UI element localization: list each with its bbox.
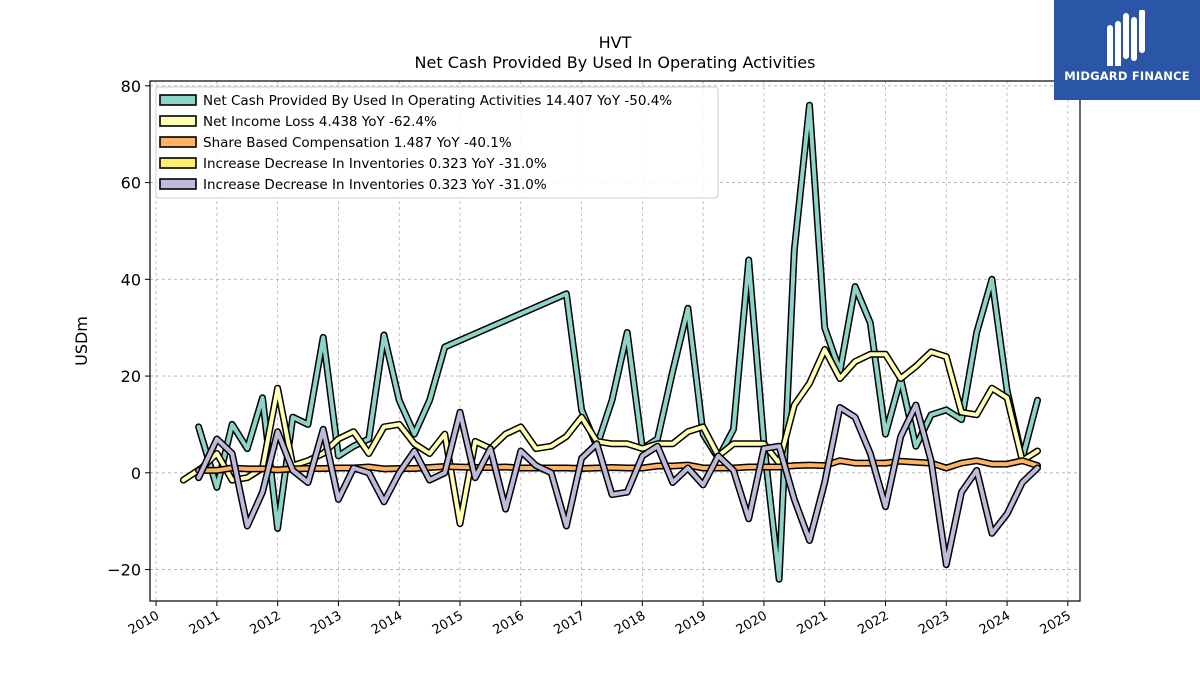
x-tick-label: 2015: [430, 608, 466, 638]
legend-swatch: [159, 178, 197, 190]
series-layer: [179, 101, 1041, 583]
x-tick-label: 2012: [247, 608, 283, 638]
series-line: [196, 403, 1040, 567]
series-line: [196, 103, 1040, 582]
x-tick-label: 2010: [126, 608, 162, 638]
legend-swatch: [159, 136, 197, 148]
y-tick-label: 80: [121, 77, 141, 96]
x-tick-label: 2019: [673, 608, 709, 638]
legend-swatch: [159, 94, 197, 106]
y-axis-label: USDm: [72, 316, 91, 366]
legend: Net Cash Provided By Used In Operating A…: [155, 86, 719, 199]
legend-label: Increase Decrease In Inventories 0.323 Y…: [203, 177, 547, 193]
y-tick-label: 20: [121, 367, 141, 386]
x-tick-label: 2024: [977, 608, 1013, 638]
legend-label: Net Income Loss 4.438 YoY -62.4%: [203, 114, 437, 130]
x-tick-label: 2020: [734, 608, 770, 638]
x-tick-label: 2022: [855, 608, 891, 638]
x-tick-label: 2018: [612, 608, 648, 638]
legend-label: Increase Decrease In Inventories 0.323 Y…: [203, 156, 547, 172]
legend-swatch: [159, 157, 197, 169]
y-tick-label: 60: [121, 174, 141, 193]
x-tick-label: 2013: [308, 608, 344, 638]
x-tick-label: 2016: [491, 608, 527, 638]
legend-label: Share Based Compensation 1.487 YoY -40.1…: [203, 135, 512, 151]
x-tick-label: 2017: [551, 608, 587, 638]
x-tick-label: 2021: [795, 608, 831, 638]
brand-logo-text: MIDGARD FINANCE: [1064, 69, 1190, 83]
x-tick-label: 2011: [187, 608, 223, 638]
legend-label: Net Cash Provided By Used In Operating A…: [203, 93, 672, 109]
legend-box: [155, 86, 719, 199]
brand-logo-mark: [1107, 10, 1145, 66]
y-tick-label: 0: [131, 464, 141, 483]
x-axis-ticks: 2010 2011 2012 2013 2014 2015 2016 2017 2018 2019…: [126, 601, 1074, 638]
x-tick-label: 2023: [916, 608, 952, 638]
y-tick-label: −20: [107, 561, 141, 580]
plot-frame: [149, 80, 1081, 602]
x-tick-label: 2025: [1038, 608, 1074, 638]
chart-subtitle: Net Cash Provided By Used In Operating A…: [415, 53, 816, 72]
y-axis-ticks: −20 0 20 40 60 80: [107, 77, 150, 580]
legend-swatch: [159, 115, 197, 127]
x-tick-label: 2014: [369, 608, 405, 638]
chart-title: HVT: [599, 33, 632, 52]
y-tick-label: 40: [121, 270, 141, 289]
brand-logo: MIDGARD FINANCE: [1054, 0, 1200, 100]
